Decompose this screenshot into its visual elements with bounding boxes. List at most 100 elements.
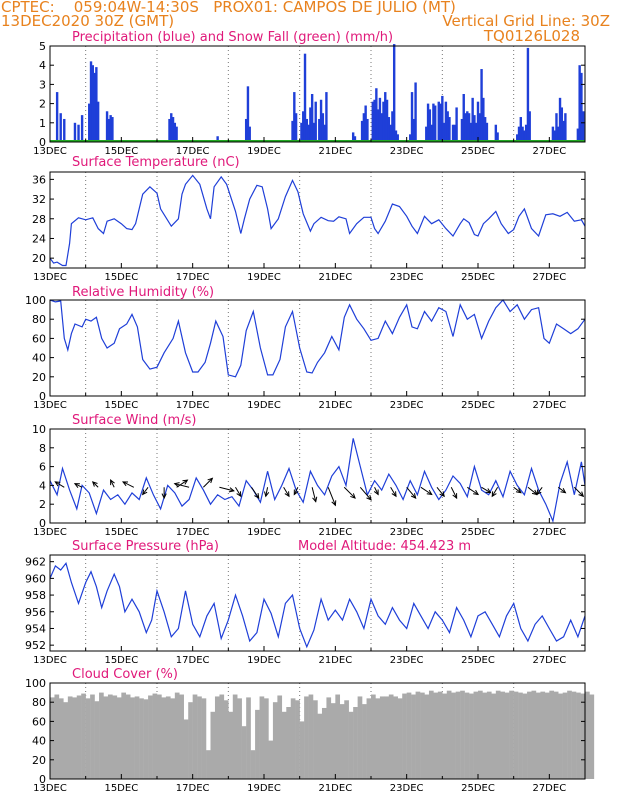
precip-bar	[469, 122, 473, 142]
wind-vector	[467, 486, 479, 495]
cloud-ytick-label: 20	[32, 754, 46, 767]
pressure-panel-title: Surface Pressure (hPa)	[72, 539, 219, 554]
cloud-bar	[357, 696, 363, 779]
wind-panel: 0 2 4 6 8 10 13DEC 15DEC 17DEC 19DEC 21DEC 23DEC 25D…	[32, 423, 586, 538]
precip-bar	[360, 120, 364, 142]
precip-bar	[439, 103, 442, 142]
header-station-line: CPTEC: 059:04W-14:30S PROX01: CAMPOS DE …	[1, 0, 456, 16]
cloud-bar	[139, 698, 144, 779]
precip-bar	[475, 122, 478, 142]
wind-vector	[327, 487, 336, 506]
precip-bar	[519, 117, 522, 142]
precip-bar	[562, 120, 565, 142]
cloud-bar	[228, 711, 234, 779]
precip-bar	[576, 128, 580, 142]
precip-bar	[578, 65, 581, 142]
temperature-xtick-label: 23DEC	[390, 272, 424, 283]
precip-bar	[564, 113, 567, 142]
humidity-xtick-label: 21DEC	[318, 400, 352, 411]
wind-frame	[49, 428, 586, 524]
cloud-bar	[535, 692, 541, 779]
temperature-ytick-label: 20	[32, 252, 46, 265]
humidity-frame	[49, 299, 586, 397]
cloud-frame	[49, 682, 586, 780]
cloud-bar	[393, 696, 398, 779]
cloud-bar	[67, 696, 73, 779]
precip-bar	[553, 130, 556, 142]
cloud-bar	[478, 690, 483, 779]
cloud-bar	[504, 692, 510, 779]
cloud-bar	[304, 696, 309, 779]
wind-vector	[420, 486, 433, 495]
precip-bar	[560, 107, 564, 142]
wind-vector-head	[254, 493, 260, 500]
cloud-bar	[107, 694, 113, 779]
cloud-bar	[406, 692, 412, 779]
wind-vector	[122, 481, 135, 488]
cloud-bar	[335, 694, 341, 779]
wind-vector	[74, 483, 83, 488]
pressure-xtick-label: 21DEC	[318, 655, 352, 666]
wind-vector-head	[228, 487, 235, 493]
cloud-bar	[562, 692, 568, 779]
precip-bar	[105, 111, 109, 142]
precip-bar	[558, 97, 562, 142]
wind-vector	[92, 481, 99, 488]
precip-bar	[314, 101, 317, 142]
cloud-bar	[295, 700, 300, 779]
precip-bar	[376, 109, 380, 142]
precip-xtick-label: 23DEC	[390, 146, 424, 157]
precip-bar	[380, 113, 383, 142]
cloud-bar	[411, 694, 416, 779]
precip-bar	[460, 118, 464, 142]
pressure-series-line	[49, 562, 586, 649]
cloud-bar	[464, 692, 470, 779]
precip-xtick-label: 19DEC	[247, 146, 281, 157]
pressure-ytick-label: 962	[25, 556, 46, 569]
precip-bar	[175, 126, 178, 142]
cloud-bar	[94, 701, 100, 779]
precip-ytick-label: 1	[39, 117, 46, 130]
precip-bar	[414, 82, 417, 142]
cloud-bar	[491, 693, 497, 779]
cloud-bar	[553, 691, 559, 779]
precip-bar	[373, 99, 376, 142]
cloud-bar	[460, 690, 465, 779]
precip-bar	[524, 124, 528, 142]
cloud-bar	[509, 690, 514, 779]
cloud-bar	[330, 703, 336, 779]
precip-xtick-label: 21DEC	[318, 146, 352, 157]
cloud-bar	[174, 692, 180, 779]
precip-bar	[392, 44, 396, 142]
cloud-bar	[210, 711, 216, 779]
humidity-panel-title: Relative Humidity (%)	[72, 285, 215, 300]
cloud-bar	[308, 694, 314, 779]
cloud-bar	[589, 694, 595, 779]
cloud-bar	[353, 707, 358, 779]
humidity-ytick-label: 80	[32, 313, 46, 326]
precip-bar	[410, 92, 414, 142]
precip-bar	[93, 72, 96, 142]
precip-panel: 0 1 2 3 4 5	[39, 40, 586, 149]
cloud-bar	[232, 694, 238, 779]
temperature-xtick-label: 15DEC	[104, 272, 138, 283]
precip-bar	[73, 122, 77, 142]
precip-bar	[528, 111, 531, 142]
precip-bar	[59, 113, 62, 142]
temperature-xtick-label: 27DEC	[532, 272, 566, 283]
wind-vector	[176, 479, 188, 488]
wind-vector-head	[350, 493, 356, 499]
precip-bar	[444, 101, 448, 142]
precip-bar	[310, 94, 314, 142]
cloud-bar	[192, 694, 198, 779]
cloud-bar	[486, 691, 492, 779]
precip-bar	[293, 92, 296, 142]
cloud-bar	[576, 692, 581, 779]
header-grid-line-note: Vertical Grid Line: 30Z	[442, 12, 610, 30]
humidity-ytick-label: 20	[32, 371, 46, 384]
cloud-bar	[103, 696, 109, 779]
precip-bar	[63, 118, 66, 142]
cloud-bar	[148, 695, 153, 779]
cloud-bar	[433, 692, 439, 779]
